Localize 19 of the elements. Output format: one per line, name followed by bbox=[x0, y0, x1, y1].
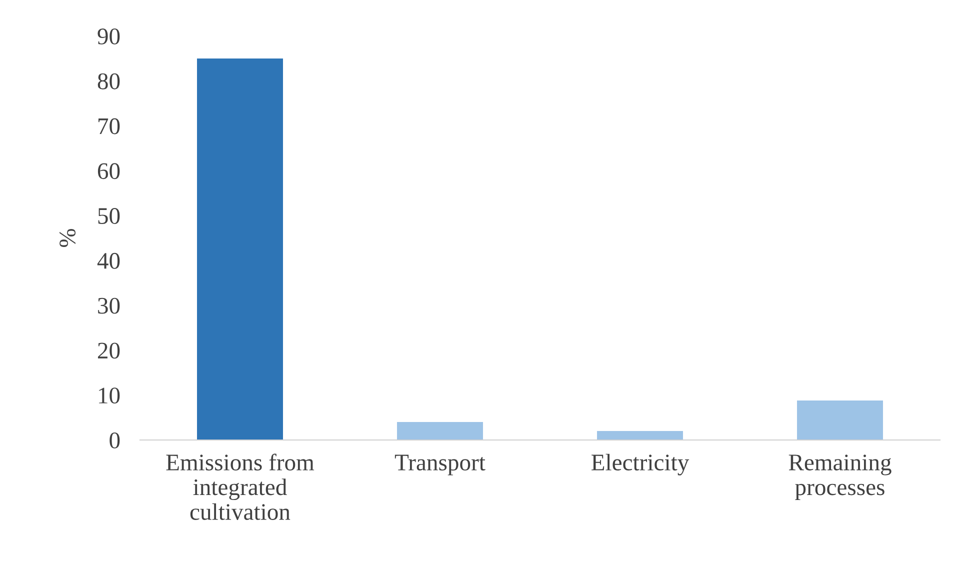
bar bbox=[197, 58, 283, 440]
y-tick-label: 30 bbox=[98, 298, 120, 314]
x-tick-label: Emissions from integrated cultivation bbox=[166, 454, 314, 520]
bar bbox=[397, 422, 483, 440]
y-axis-title: % bbox=[60, 228, 76, 248]
y-tick-label: 0 bbox=[110, 432, 120, 448]
y-tick-label: 70 bbox=[98, 118, 120, 134]
y-tick-label: 60 bbox=[98, 163, 120, 180]
bar bbox=[597, 431, 683, 440]
y-tick-label: 10 bbox=[99, 388, 120, 404]
y-tick-label: 80 bbox=[98, 73, 120, 90]
x-tick-label: Transport bbox=[394, 454, 486, 476]
bar bbox=[797, 400, 883, 440]
y-tick-label: 90 bbox=[98, 28, 120, 44]
y-tick-label: 20 bbox=[98, 342, 120, 359]
y-tick-label: 50 bbox=[98, 208, 120, 224]
y-tick-label: 40 bbox=[97, 252, 120, 269]
x-tick-label: Electricity bbox=[592, 454, 690, 476]
x-tick-label: Remaining processes bbox=[788, 454, 892, 500]
